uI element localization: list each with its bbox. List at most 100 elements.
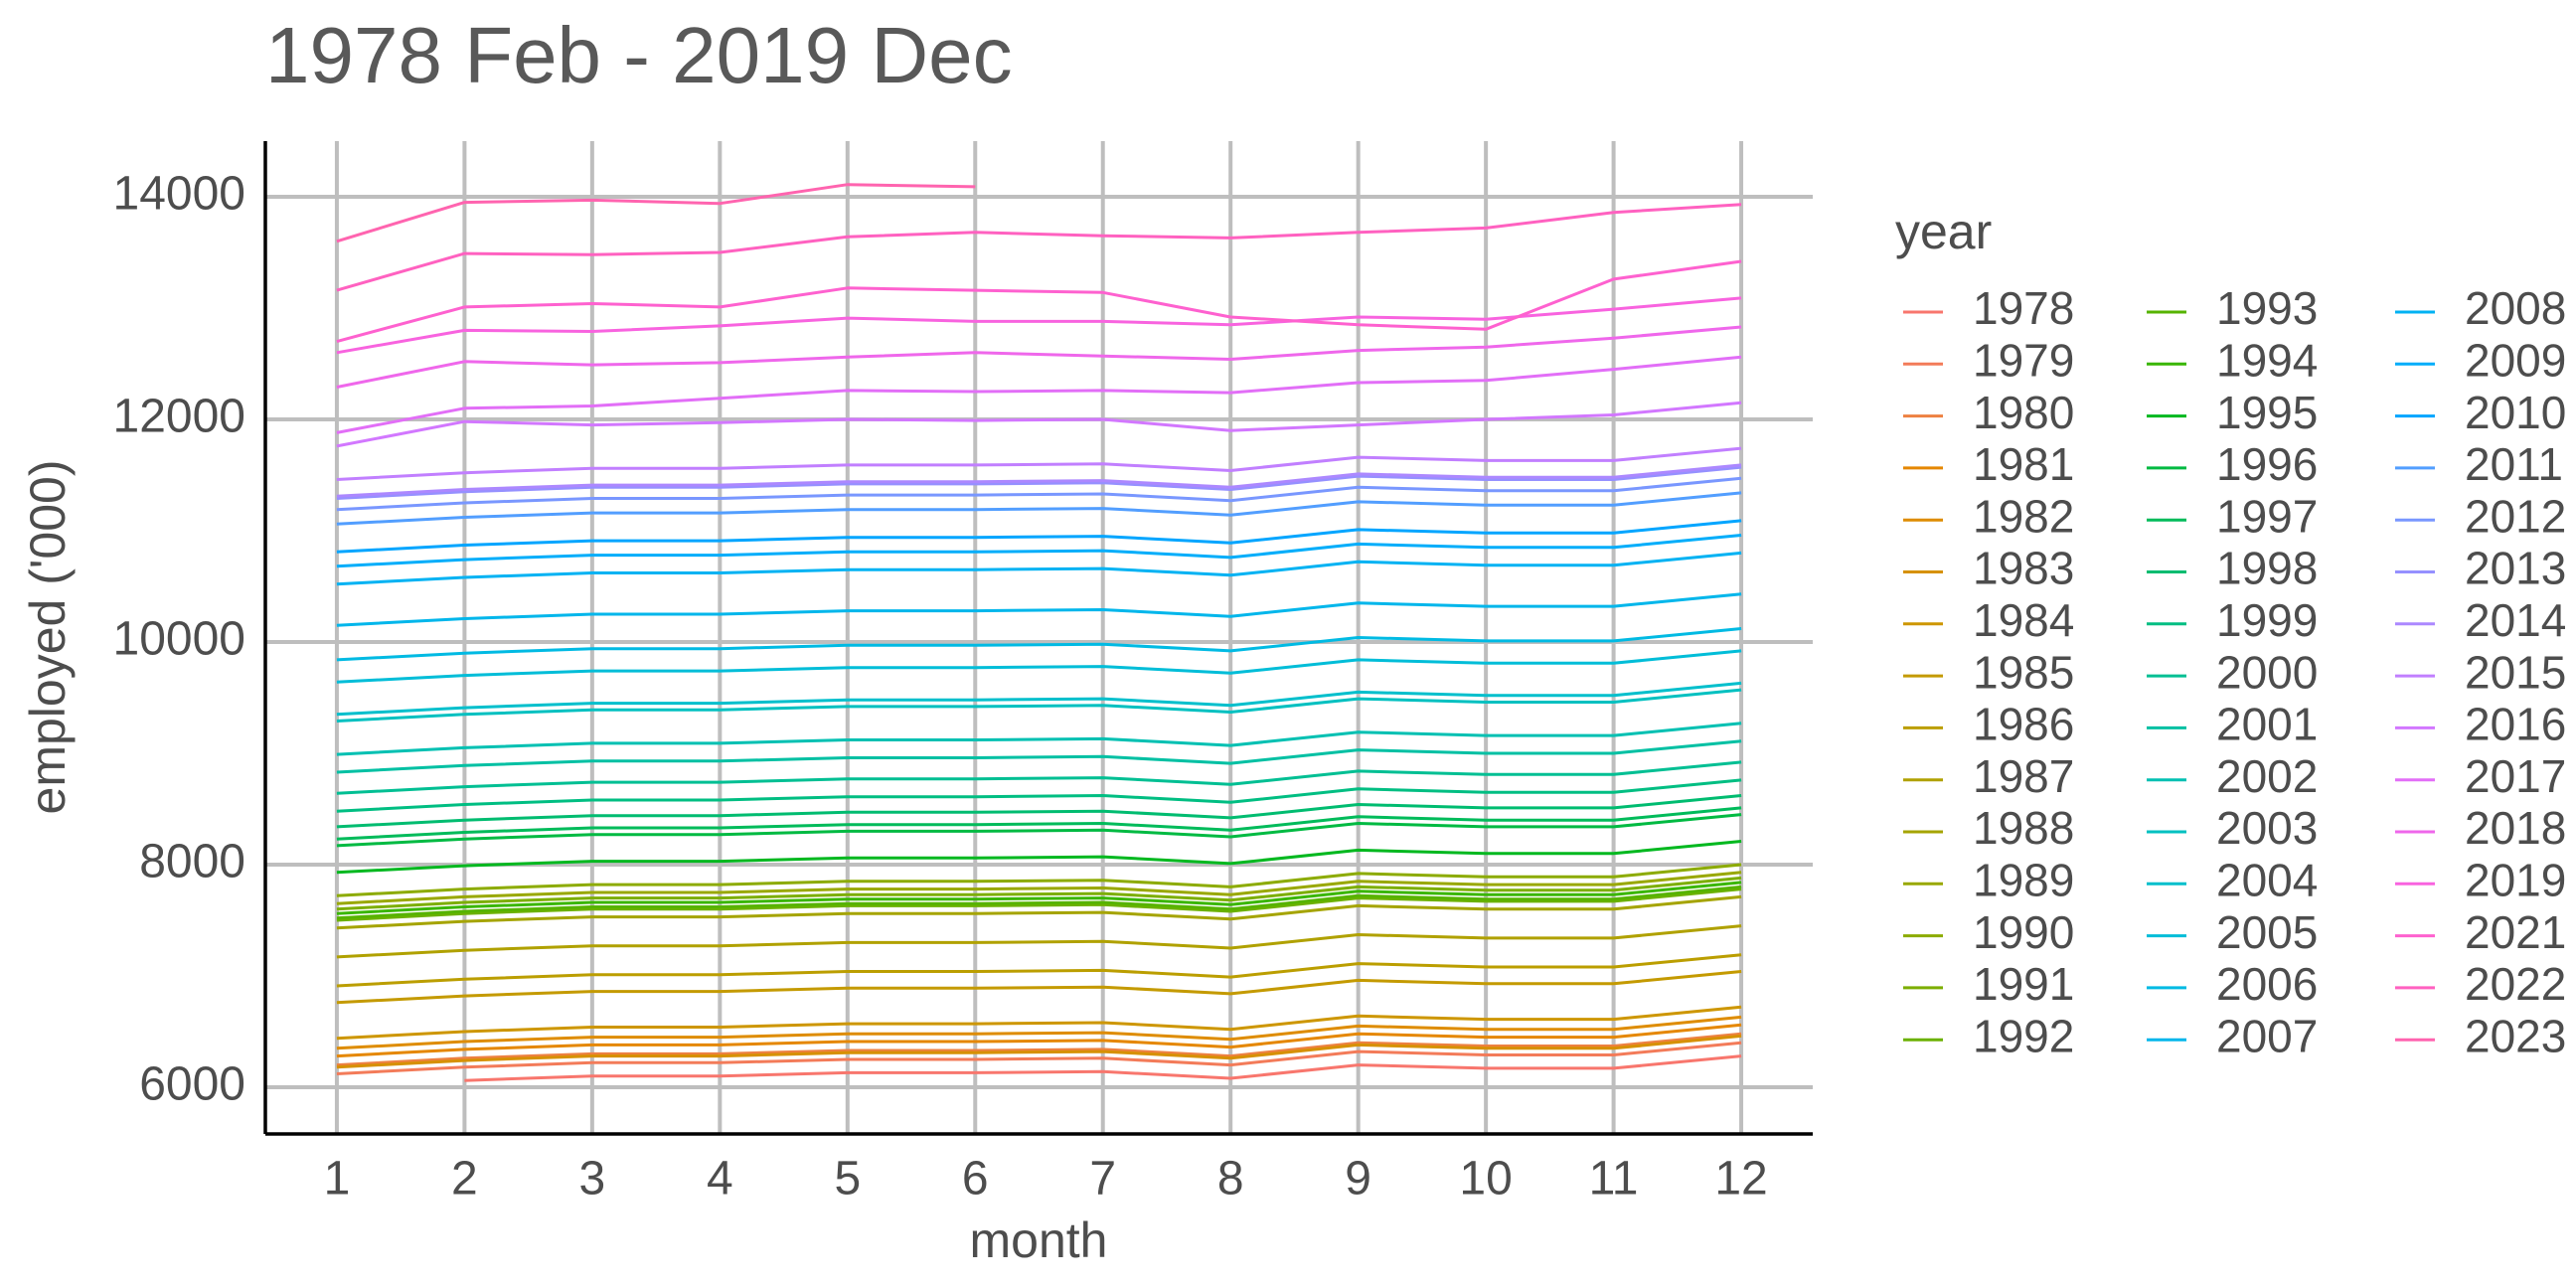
series-line (336, 355, 1742, 434)
series-line (336, 627, 1742, 662)
legend-label: 2017 (2465, 750, 2566, 802)
x-tick-label: 6 (962, 1153, 989, 1206)
series-line (336, 794, 1742, 829)
series-line (336, 203, 1742, 292)
series-line (336, 446, 1742, 481)
legend-label: 1978 (1973, 282, 2074, 334)
series-line (336, 401, 1742, 448)
series-line (336, 887, 1742, 922)
series-line (336, 894, 1742, 930)
series-line (336, 465, 1742, 500)
x-tick-label: 10 (1459, 1153, 1512, 1206)
x-axis-label: month (970, 1212, 1108, 1268)
series-line (336, 881, 1742, 915)
series-line (336, 813, 1742, 848)
legend-label: 1997 (2216, 490, 2318, 542)
series-line (336, 491, 1742, 526)
legend-label: 2022 (2465, 958, 2566, 1010)
series-line (336, 739, 1742, 774)
legend-label: 1982 (1973, 490, 2074, 542)
x-tick-label: 8 (1217, 1153, 1244, 1206)
legend-label: 1993 (2216, 282, 2318, 334)
y-tick-label: 6000 (139, 1058, 245, 1111)
x-tick-label: 12 (1714, 1153, 1767, 1206)
series-line (336, 681, 1742, 717)
legend-label: 1980 (1973, 387, 2074, 438)
series-line (336, 463, 1742, 498)
series-line (336, 1041, 1742, 1075)
legend-label: 1988 (1973, 802, 2074, 854)
x-tick-label: 1 (324, 1153, 351, 1206)
series-line (336, 871, 1742, 905)
series-line (336, 519, 1742, 554)
legend-label: 2023 (2465, 1010, 2566, 1061)
series-line (336, 649, 1742, 684)
legend-label: 2011 (2465, 438, 2563, 490)
legend-label: 2004 (2216, 854, 2318, 905)
series-line (336, 296, 1742, 355)
legend-label: 1999 (2216, 594, 2318, 646)
series-line (336, 688, 1742, 723)
series-line (336, 885, 1742, 920)
legend-label: 2001 (2216, 699, 2318, 750)
legend-label: 2021 (2465, 906, 2566, 958)
series-line (336, 760, 1742, 795)
series-line (336, 840, 1742, 875)
series-line (336, 1032, 1742, 1067)
legend-label: 1981 (1973, 438, 2074, 490)
series-line (336, 534, 1742, 568)
legend-label: 1991 (1973, 958, 2074, 1010)
series-line (336, 1005, 1742, 1041)
x-tick-label: 2 (451, 1153, 478, 1206)
x-tick-label: 11 (1589, 1153, 1639, 1206)
legend-label: 1998 (2216, 543, 2318, 594)
legend-label: 2010 (2465, 387, 2566, 438)
legend-label: 2007 (2216, 1010, 2318, 1061)
x-tick-label: 7 (1089, 1153, 1116, 1206)
series-line (336, 592, 1742, 627)
series-line (336, 476, 1742, 512)
legend-label: 2003 (2216, 802, 2318, 854)
legend-label: 1983 (1973, 543, 2074, 594)
legend-label: 2006 (2216, 958, 2318, 1010)
x-tick-label: 3 (579, 1153, 606, 1206)
series-line (336, 970, 1742, 1005)
legend-label: 1986 (1973, 699, 2074, 750)
legend-label: 2014 (2465, 594, 2566, 646)
y-tick-label: 8000 (139, 836, 245, 888)
series-line (336, 259, 1742, 344)
series-line (336, 1023, 1742, 1058)
legend-label: 1995 (2216, 387, 2318, 438)
legend-label: 1984 (1973, 594, 2074, 646)
series-line (336, 806, 1742, 841)
series-line (336, 863, 1742, 897)
legend-label: 2016 (2465, 699, 2566, 750)
x-tick-label: 9 (1345, 1153, 1371, 1206)
legend-label: 1985 (1973, 646, 2074, 698)
y-tick-label: 12000 (113, 391, 245, 443)
series-line (336, 876, 1742, 911)
legend-label: 1994 (2216, 334, 2318, 386)
legend-label: 2013 (2465, 543, 2566, 594)
series-line (336, 953, 1742, 988)
series-line (336, 551, 1742, 586)
series-line (336, 924, 1742, 959)
legend-label: 2000 (2216, 646, 2318, 698)
x-tick-label: 5 (834, 1153, 861, 1206)
legend-label: 1996 (2216, 438, 2318, 490)
legend-label: 2005 (2216, 906, 2318, 958)
legend-label: 1979 (1973, 334, 2074, 386)
series-line (336, 1034, 1742, 1069)
y-tick-label: 14000 (113, 168, 245, 221)
series-line (464, 1054, 1742, 1082)
y-axis-label: employed ('000) (20, 460, 76, 815)
series-line (336, 325, 1742, 389)
legend-label: 1990 (1973, 906, 2074, 958)
x-tick-label: 4 (707, 1153, 733, 1206)
chart-title: 1978 Feb - 2019 Dec (265, 11, 1013, 99)
legend-title: year (1895, 204, 1992, 259)
legend-label: 2002 (2216, 750, 2318, 802)
legend-label: 2009 (2465, 334, 2566, 386)
legend-label: 2019 (2465, 854, 2566, 905)
legend-label: 1992 (1973, 1010, 2074, 1061)
